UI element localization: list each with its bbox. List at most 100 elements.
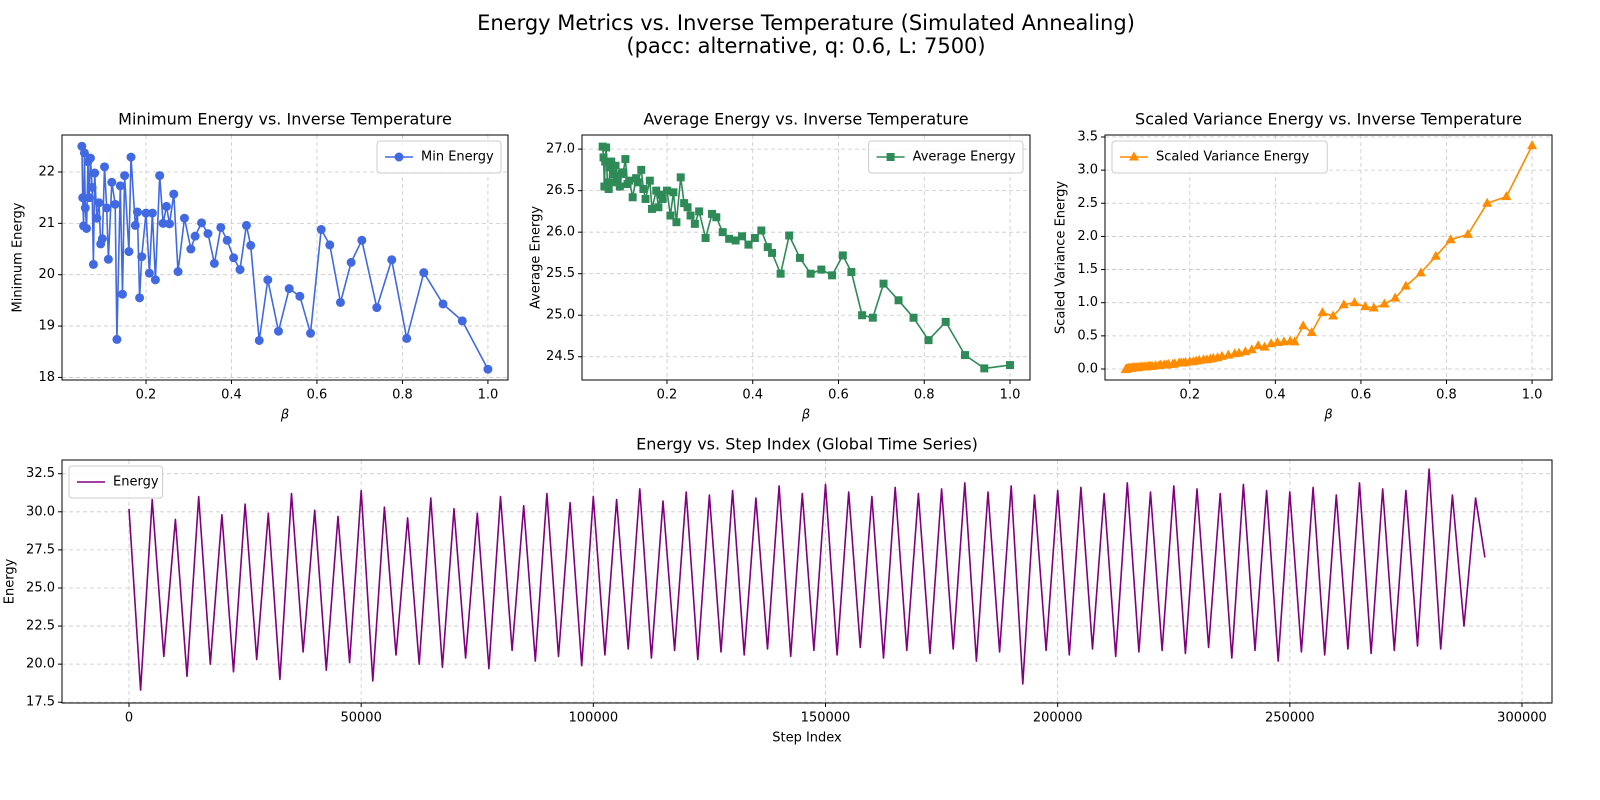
data-point [162, 201, 172, 211]
data-point [1482, 197, 1493, 207]
data-point [647, 204, 656, 213]
axes-title: Minimum Energy vs. Inverse Temperature [118, 110, 452, 129]
data-point [110, 199, 120, 209]
data-point [235, 265, 245, 275]
y-tick-label: 1.5 [1077, 262, 1098, 277]
x-tick-label: 200000 [1033, 711, 1083, 726]
data-point [637, 165, 646, 174]
x-tick-label: 0.8 [392, 388, 413, 403]
data-point [457, 316, 467, 326]
figure-title: Energy Metrics vs. Inverse Temperature (… [477, 11, 1135, 35]
y-tick-label: 22.5 [26, 619, 55, 634]
data-point [672, 218, 681, 227]
data-point [607, 157, 616, 166]
y-tick-label: 2.5 [1077, 196, 1098, 211]
data-point [763, 243, 772, 252]
series-line [128, 468, 1486, 691]
data-point [712, 213, 721, 222]
data-point [652, 186, 661, 195]
legend-marker [1129, 151, 1139, 161]
data-point [858, 311, 867, 320]
data-point [88, 259, 98, 269]
x-tick-label: 0.4 [1265, 388, 1286, 403]
data-point [628, 193, 637, 202]
data-point [402, 333, 412, 343]
data-point [1501, 191, 1512, 201]
data-point [357, 235, 367, 245]
data-point [82, 223, 92, 233]
data-point [126, 152, 136, 162]
data-point [90, 168, 100, 178]
data-point [155, 171, 165, 181]
data-point [102, 203, 112, 213]
y-tick-label: 25.5 [546, 266, 575, 281]
data-point [263, 275, 273, 285]
data-point [130, 220, 140, 230]
data-point [658, 194, 667, 203]
legend-box [68, 465, 164, 499]
x-tick-label: 0.4 [742, 388, 763, 403]
x-tick-label: 0.2 [1179, 388, 1200, 403]
data-point [690, 219, 699, 228]
data-point [1306, 327, 1317, 337]
data-point [605, 163, 614, 172]
axes-frame [581, 134, 1031, 381]
data-point [639, 184, 648, 193]
data-point [701, 233, 710, 242]
y-tick-label: 24.5 [546, 349, 575, 364]
y-tick-label: 22 [38, 164, 55, 179]
y-tick-label: 25.0 [546, 308, 575, 323]
data-point [641, 194, 650, 203]
x-tick-label: 300000 [1497, 711, 1547, 726]
legend-box [376, 140, 502, 174]
data-point [680, 199, 689, 208]
data-point [828, 271, 837, 280]
x-tick-label: 0.8 [1436, 388, 1457, 403]
data-point [1445, 234, 1456, 244]
data-point [1298, 320, 1309, 330]
data-point [847, 268, 856, 277]
data-point [216, 222, 226, 232]
x-tick-label: 0.8 [914, 388, 935, 403]
x-tick-label: 0 [125, 711, 133, 726]
data-point [97, 234, 107, 244]
data-point [645, 176, 654, 185]
data-point [84, 193, 94, 203]
y-axis-label: Minimum Energy [11, 202, 26, 312]
data-point [1462, 228, 1473, 238]
data-point [120, 171, 130, 181]
data-point [158, 218, 168, 228]
data-point [980, 364, 989, 373]
y-tick-label: 17.5 [26, 695, 55, 710]
data-point [209, 258, 219, 268]
data-point [1400, 280, 1411, 290]
data-point [924, 336, 933, 345]
data-point [785, 231, 794, 240]
data-point [666, 211, 675, 220]
x-axis-label: β [1323, 408, 1332, 423]
x-tick-label: 250000 [1265, 711, 1315, 726]
data-point [768, 248, 777, 257]
y-tick-label: 21 [38, 216, 55, 231]
data-point [776, 269, 785, 278]
data-point [795, 253, 804, 262]
data-point [94, 198, 104, 208]
data-point [150, 275, 160, 285]
y-tick-label: 26.0 [546, 225, 575, 240]
data-point [806, 269, 815, 278]
data-point [87, 182, 97, 192]
data-point [273, 326, 283, 336]
data-point [1430, 250, 1441, 260]
data-point [750, 233, 759, 242]
x-tick-label: 50000 [340, 711, 381, 726]
y-tick-label: 26.5 [546, 183, 575, 198]
data-point [1289, 336, 1300, 346]
data-point [602, 143, 611, 152]
data-point [1415, 267, 1426, 277]
data-point [164, 219, 174, 229]
x-axis-label: β [280, 408, 289, 423]
y-axis-label: Average Energy [529, 206, 544, 309]
x-tick-label: 0.6 [307, 388, 328, 403]
data-point [203, 229, 213, 239]
